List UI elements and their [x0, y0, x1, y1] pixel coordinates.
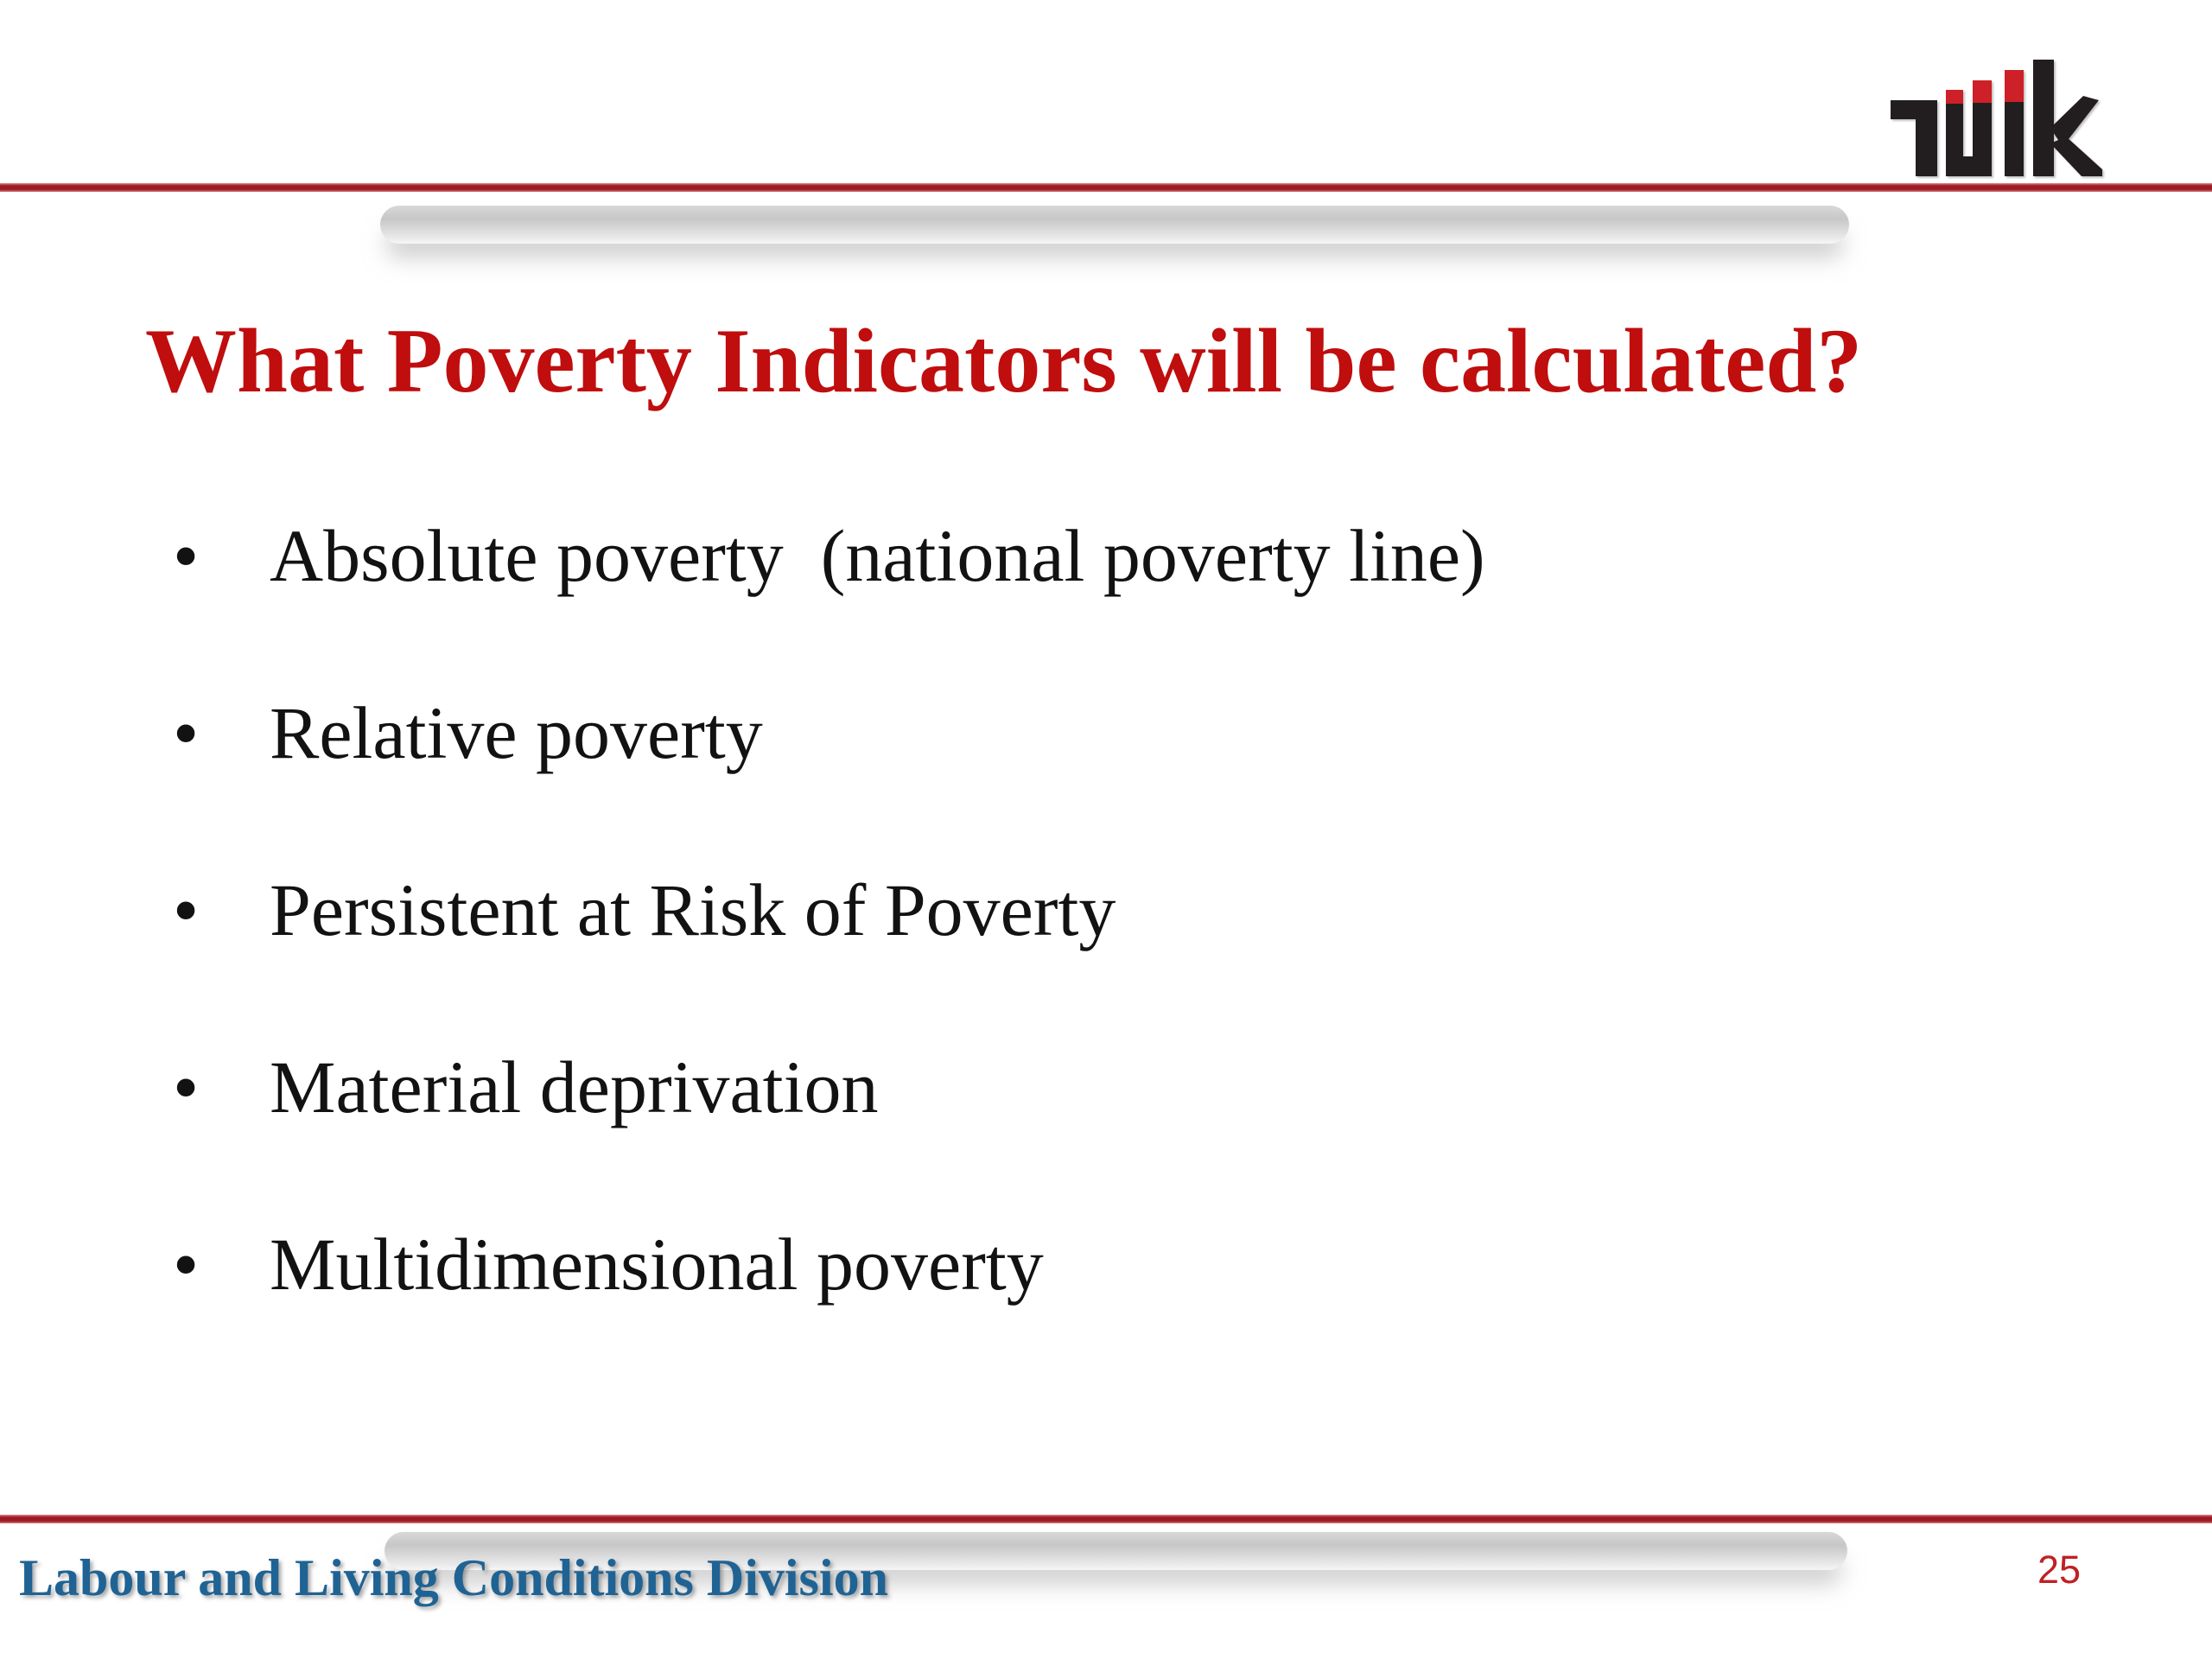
footer-rule — [0, 1515, 2212, 1523]
bullet-list: • Absolute poverty (national poverty lin… — [0, 518, 1485, 1404]
header-rule — [0, 183, 2212, 192]
bullet-icon: • — [173, 1046, 200, 1128]
page-number: 25 — [2037, 1548, 2082, 1592]
list-item: • Relative poverty — [0, 696, 1485, 873]
bullet-icon: • — [173, 691, 200, 774]
bullet-icon: • — [173, 1223, 200, 1306]
list-item: • Absolute poverty (national poverty lin… — [0, 518, 1485, 696]
bullet-icon: • — [173, 868, 200, 951]
list-item: • Persistent at Risk of Poverty — [0, 873, 1485, 1050]
bullet-icon: • — [173, 514, 200, 597]
bullet-text: Multidimensional poverty — [270, 1223, 1044, 1306]
footer-swoosh-bar — [385, 1532, 1847, 1570]
bullet-text: Relative poverty — [270, 691, 763, 774]
bullet-text: Persistent at Risk of Poverty — [270, 868, 1116, 951]
slide-title: What Poverty Indicators will be calculat… — [145, 310, 1863, 412]
tuik-logo-icon — [1891, 60, 2102, 176]
bullet-text: Material deprivation — [270, 1046, 879, 1128]
bullet-text: Absolute poverty (national poverty line) — [270, 514, 1485, 597]
list-item: • Material deprivation — [0, 1050, 1485, 1227]
header-swoosh-bar — [380, 206, 1849, 244]
list-item: • Multidimensional poverty — [0, 1227, 1485, 1404]
footer-division-label: Labour and Living Conditions Division — [19, 1549, 888, 1606]
